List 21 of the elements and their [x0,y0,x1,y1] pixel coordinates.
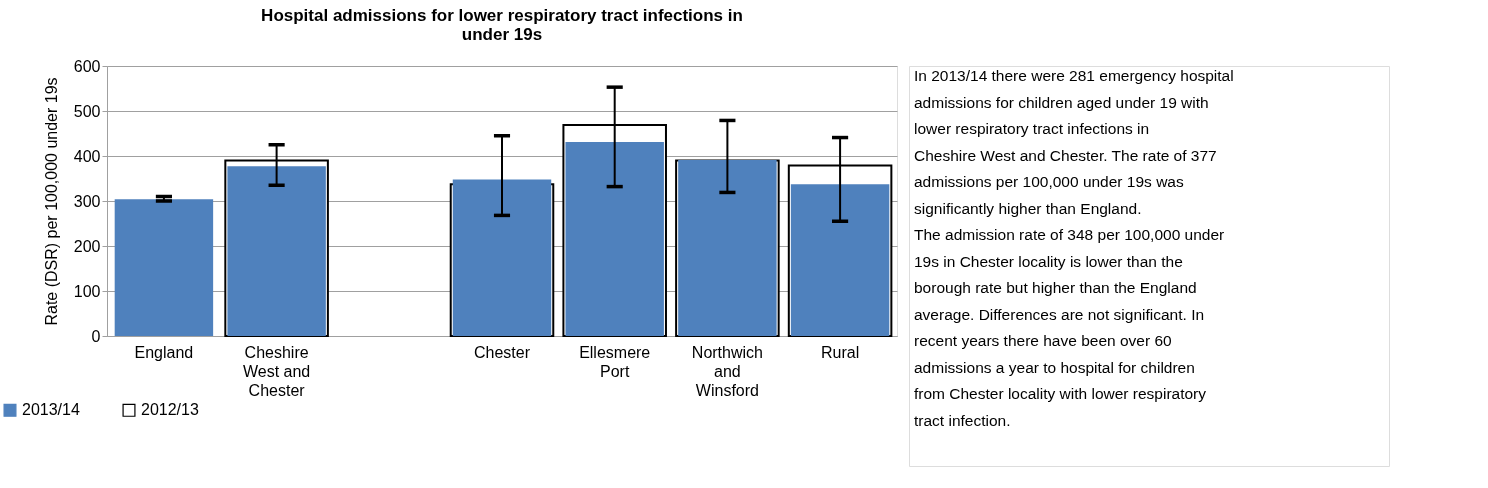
text: The admission rate of 348 per 100,000 under 19s in Chester locality is lower than the borough rate but higher than the England average. Differences are not significant. In recent years there have been over 60 admissions a year to hospital for children from Chester locality with lower respiratory tract infection. [914,226,1225,429]
y-tick-label: 500 [73,102,101,120]
x-tick-label: Northwich and Winsford [691,343,763,399]
y-tick-label: 200 [73,237,101,255]
x-tick-label: Cheshire West and Chester [242,343,311,399]
text: In 2013/14 there were 281 emergency hospital admissions for children aged under 19 with lower respiratory tract infections in Cheshire West and Chester. The rate of 377 admissions per 100,000 under 19s was significantly higher than England. [914,67,1234,217]
x-tick-label: England [134,343,194,361]
y-axis-title: Rate (DSR) per 100,000 under 19s [42,77,60,326]
y-tick-label: 100 [73,282,101,300]
legend-label: 2013/14 [22,401,80,419]
y-tick-label: 600 [73,57,101,75]
x-tick-label: Rural [820,343,860,361]
x-tick-label: Chester [473,343,531,361]
x-tick-label: Ellesmere Port [579,343,651,380]
y-tick-label: 0 [91,327,101,345]
legend-label: 2012/13 [141,401,199,419]
bar [114,199,214,336]
chart-title: Hospital admissions for lower respiratory tract infections in under 19s [261,6,743,44]
bar [790,184,890,336]
y-tick-label: 300 [73,192,101,210]
y-tick-label: 400 [73,147,101,165]
